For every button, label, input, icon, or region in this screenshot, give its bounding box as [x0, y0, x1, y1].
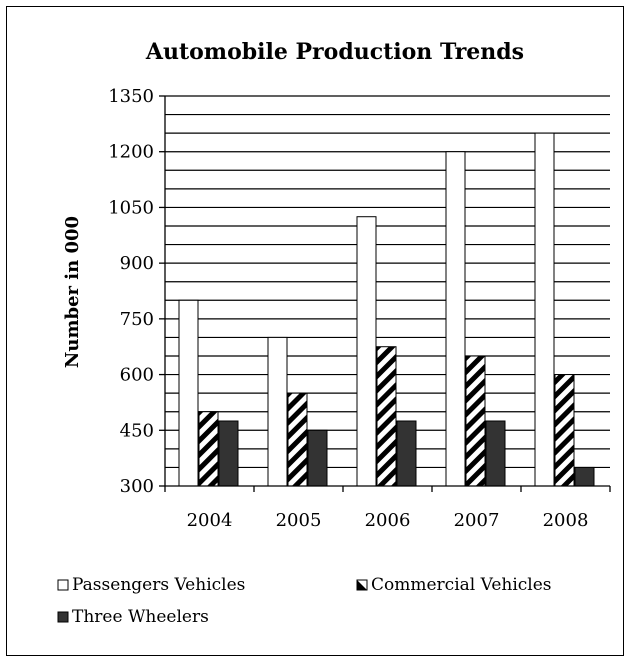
legend-label-passengers: Passengers Vehicles [72, 575, 245, 595]
bar-passengers-2008 [534, 132, 555, 487]
y-tick-label: 1050 [108, 197, 154, 218]
bar-passengers-2005 [267, 336, 288, 487]
y-tick-label: 600 [120, 365, 154, 386]
bar-three-wheelers-2008 [574, 466, 595, 487]
y-tick-label: 1200 [108, 142, 154, 163]
x-tick-labels: 2004 2005 2006 2007 2008 [164, 486, 611, 531]
bars [178, 132, 595, 487]
y-tick-label: 1350 [108, 86, 154, 107]
legend-swatch-three-wheelers [57, 611, 69, 623]
bar-commercial-2004 [198, 411, 219, 487]
y-axis-label: Number in 000 [62, 216, 83, 368]
bar-commercial-2006 [376, 346, 397, 487]
bar-three-wheelers-2006 [396, 420, 417, 487]
legend: Passengers Vehicles Commercial Vehicles … [57, 575, 552, 627]
bar-passengers-2007 [445, 151, 466, 487]
axes [164, 96, 610, 487]
bar-passengers-2006 [356, 216, 377, 487]
bar-three-wheelers-2005 [307, 429, 328, 487]
x-tick-label-2006: 2006 [365, 510, 411, 531]
bar-three-wheelers-2007 [485, 420, 506, 487]
bar-commercial-2005 [287, 392, 308, 487]
x-tick-label-2008: 2008 [543, 510, 589, 531]
legend-label-commercial: Commercial Vehicles [371, 575, 552, 595]
y-tick-label: 300 [120, 476, 154, 497]
legend-item-passengers: Passengers Vehicles [57, 575, 245, 595]
bar-three-wheelers-2004 [218, 420, 239, 487]
legend-label-three-wheelers: Three Wheelers [72, 607, 209, 627]
y-tick-label: 750 [120, 309, 154, 330]
x-tick-label-2004: 2004 [187, 510, 233, 531]
bar-passengers-2004 [178, 299, 199, 487]
legend-item-commercial: Commercial Vehicles [356, 575, 552, 595]
y-tick-label: 900 [120, 253, 154, 274]
legend-swatch-passengers [57, 579, 69, 591]
x-tick-label-2007: 2007 [454, 510, 500, 531]
legend-swatch-commercial-fill [357, 580, 367, 590]
x-tick-label-2005: 2005 [276, 510, 322, 531]
bar-commercial-2008 [554, 374, 575, 487]
y-tick-label: 450 [120, 420, 154, 441]
y-tick-labels: 300 450 600 750 900 1050 1200 1350 [108, 86, 165, 497]
chart-title: Automobile Production Trends [145, 39, 524, 65]
bar-commercial-2007 [465, 355, 486, 487]
legend-item-three-wheelers: Three Wheelers [57, 607, 209, 627]
